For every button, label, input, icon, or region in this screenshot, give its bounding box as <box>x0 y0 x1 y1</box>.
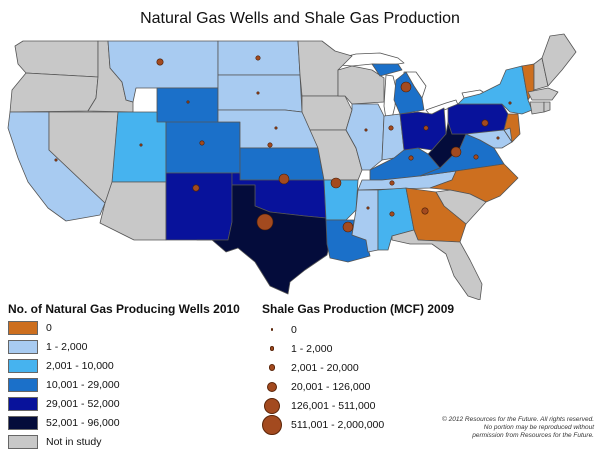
shale-marker-wy <box>186 100 190 104</box>
shale-marker-nd <box>255 55 261 61</box>
us-map <box>7 33 577 300</box>
shale-legend-item: 2,001 - 20,000 <box>262 358 384 377</box>
shale-legend-item: 126,001 - 511,000 <box>262 396 384 415</box>
state-sd <box>217 74 303 113</box>
state-fl <box>391 229 483 300</box>
wells-legend-label: 1 - 2,000 <box>46 340 88 353</box>
shale-marker-ar <box>330 177 342 189</box>
state-wa <box>14 40 99 78</box>
copyright-line-1: © 2012 Resources for the Future. All rig… <box>442 416 594 423</box>
state-ut <box>111 111 167 183</box>
shale-marker-mi <box>400 81 412 93</box>
shale-marker-ks <box>267 142 273 148</box>
wells-legend-swatch <box>8 320 38 335</box>
state-ct <box>529 101 545 115</box>
wells-legend-item: 2,001 - 10,000 <box>8 356 120 375</box>
shale-marker-ne <box>274 126 278 130</box>
shale-marker-al <box>389 211 395 217</box>
wells-legend-label: 0 <box>46 321 52 334</box>
wells-legend-label: 2,001 - 10,000 <box>46 359 114 372</box>
wells-legend-label: 10,001 - 29,000 <box>46 378 120 391</box>
wells-legend-label: 52,001 - 96,000 <box>46 416 120 429</box>
wells-legend-item: Not in study <box>8 432 120 451</box>
state-co <box>165 121 241 174</box>
state-wi <box>337 65 385 105</box>
state-ri <box>543 101 551 113</box>
wells-legend-swatch <box>8 339 38 354</box>
wells-legend-label: 29,001 - 52,000 <box>46 397 120 410</box>
state-me <box>541 33 577 87</box>
wells-legend-item: 52,001 - 96,000 <box>8 413 120 432</box>
shale-marker-la <box>342 221 354 233</box>
shale-marker-ms <box>366 206 370 210</box>
shale-legend-label: 1 - 2,000 <box>291 342 333 355</box>
shale-legend-dot <box>267 381 277 392</box>
shale-legend-dot <box>262 414 282 435</box>
shale-marker-nm <box>192 184 200 192</box>
shale-legend-item: 511,001 - 2,000,000 <box>262 414 385 435</box>
shale-marker-ca <box>54 158 58 162</box>
wells-legend: 0 1 - 2,000 2,001 - 10,000 10,001 - 29,000 2… <box>8 318 120 451</box>
state-ia <box>301 95 353 131</box>
shale-marker-ga <box>421 207 429 215</box>
map-title: Natural Gas Wells and Shale Gas Producti… <box>140 10 460 27</box>
shale-marker-il <box>364 128 368 132</box>
state-ar <box>323 179 359 221</box>
shale-marker-md <box>496 136 500 140</box>
wells-legend-label: Not in study <box>46 435 102 448</box>
wells-legend-swatch <box>8 396 38 411</box>
shale-legend-dot <box>268 364 276 371</box>
shale-marker-wv <box>450 146 462 158</box>
shale-legend-title: Shale Gas Production (MCF) 2009 <box>262 302 455 316</box>
wells-legend-item: 10,001 - 29,000 <box>8 375 120 394</box>
shale-marker-in <box>388 125 394 131</box>
shale-marker-ny <box>508 101 512 105</box>
shale-legend-item: 1 - 2,000 <box>262 339 384 358</box>
shale-marker-sd <box>256 91 260 95</box>
copyright-line-2: No portion may be reproduced without <box>483 424 594 431</box>
state-il <box>345 103 385 171</box>
wells-legend-item: 1 - 2,000 <box>8 337 120 356</box>
shale-marker-co <box>199 140 205 146</box>
state-tx <box>196 184 331 295</box>
state-nm <box>165 172 233 241</box>
state-mi <box>371 63 425 115</box>
shale-legend-label: 2,001 - 20,000 <box>291 361 359 374</box>
shale-marker-va <box>473 154 479 160</box>
shale-legend-dot <box>270 328 274 331</box>
wells-legend-item: 29,001 - 52,000 <box>8 394 120 413</box>
state-az <box>99 181 167 241</box>
shale-legend-label: 511,001 - 2,000,000 <box>291 418 385 431</box>
shale-legend-item: 20,001 - 126,000 <box>262 377 384 396</box>
shale-marker-mt <box>156 58 164 66</box>
state-ma <box>527 87 559 101</box>
shale-legend-label: 126,001 - 511,000 <box>291 399 376 412</box>
wells-legend-swatch <box>8 415 38 430</box>
state-pa <box>447 103 509 135</box>
shale-legend: 0 1 - 2,000 2,001 - 20,000 20,001 - 126,000… <box>262 320 385 435</box>
wells-legend-item: 0 <box>8 318 120 337</box>
state-nj <box>503 113 521 143</box>
shale-marker-ut <box>139 143 143 147</box>
state-or <box>9 72 99 113</box>
shale-marker-tx <box>256 213 274 231</box>
wells-legend-title: No. of Natural Gas Producing Wells 2010 <box>8 302 240 316</box>
wells-legend-swatch <box>8 377 38 392</box>
copyright-line-3: permission from Resources for the Future… <box>472 432 594 439</box>
wells-legend-swatch <box>8 358 38 373</box>
shale-marker-oh <box>423 125 429 131</box>
shale-marker-pa <box>481 119 489 127</box>
copyright-notice: © 2012 Resources for the Future. All rig… <box>394 416 594 440</box>
wells-legend-swatch <box>8 434 38 449</box>
shale-legend-dot <box>269 346 275 351</box>
states <box>7 33 577 300</box>
shale-marker-ky <box>408 155 414 161</box>
shale-markers <box>54 55 512 233</box>
shale-legend-label: 20,001 - 126,000 <box>291 380 371 393</box>
shale-legend-label: 0 <box>291 323 297 336</box>
shale-marker-tn <box>389 180 395 186</box>
shale-marker-ok <box>278 173 290 185</box>
shale-legend-dot <box>264 397 280 414</box>
shale-legend-item: 0 <box>262 320 384 339</box>
